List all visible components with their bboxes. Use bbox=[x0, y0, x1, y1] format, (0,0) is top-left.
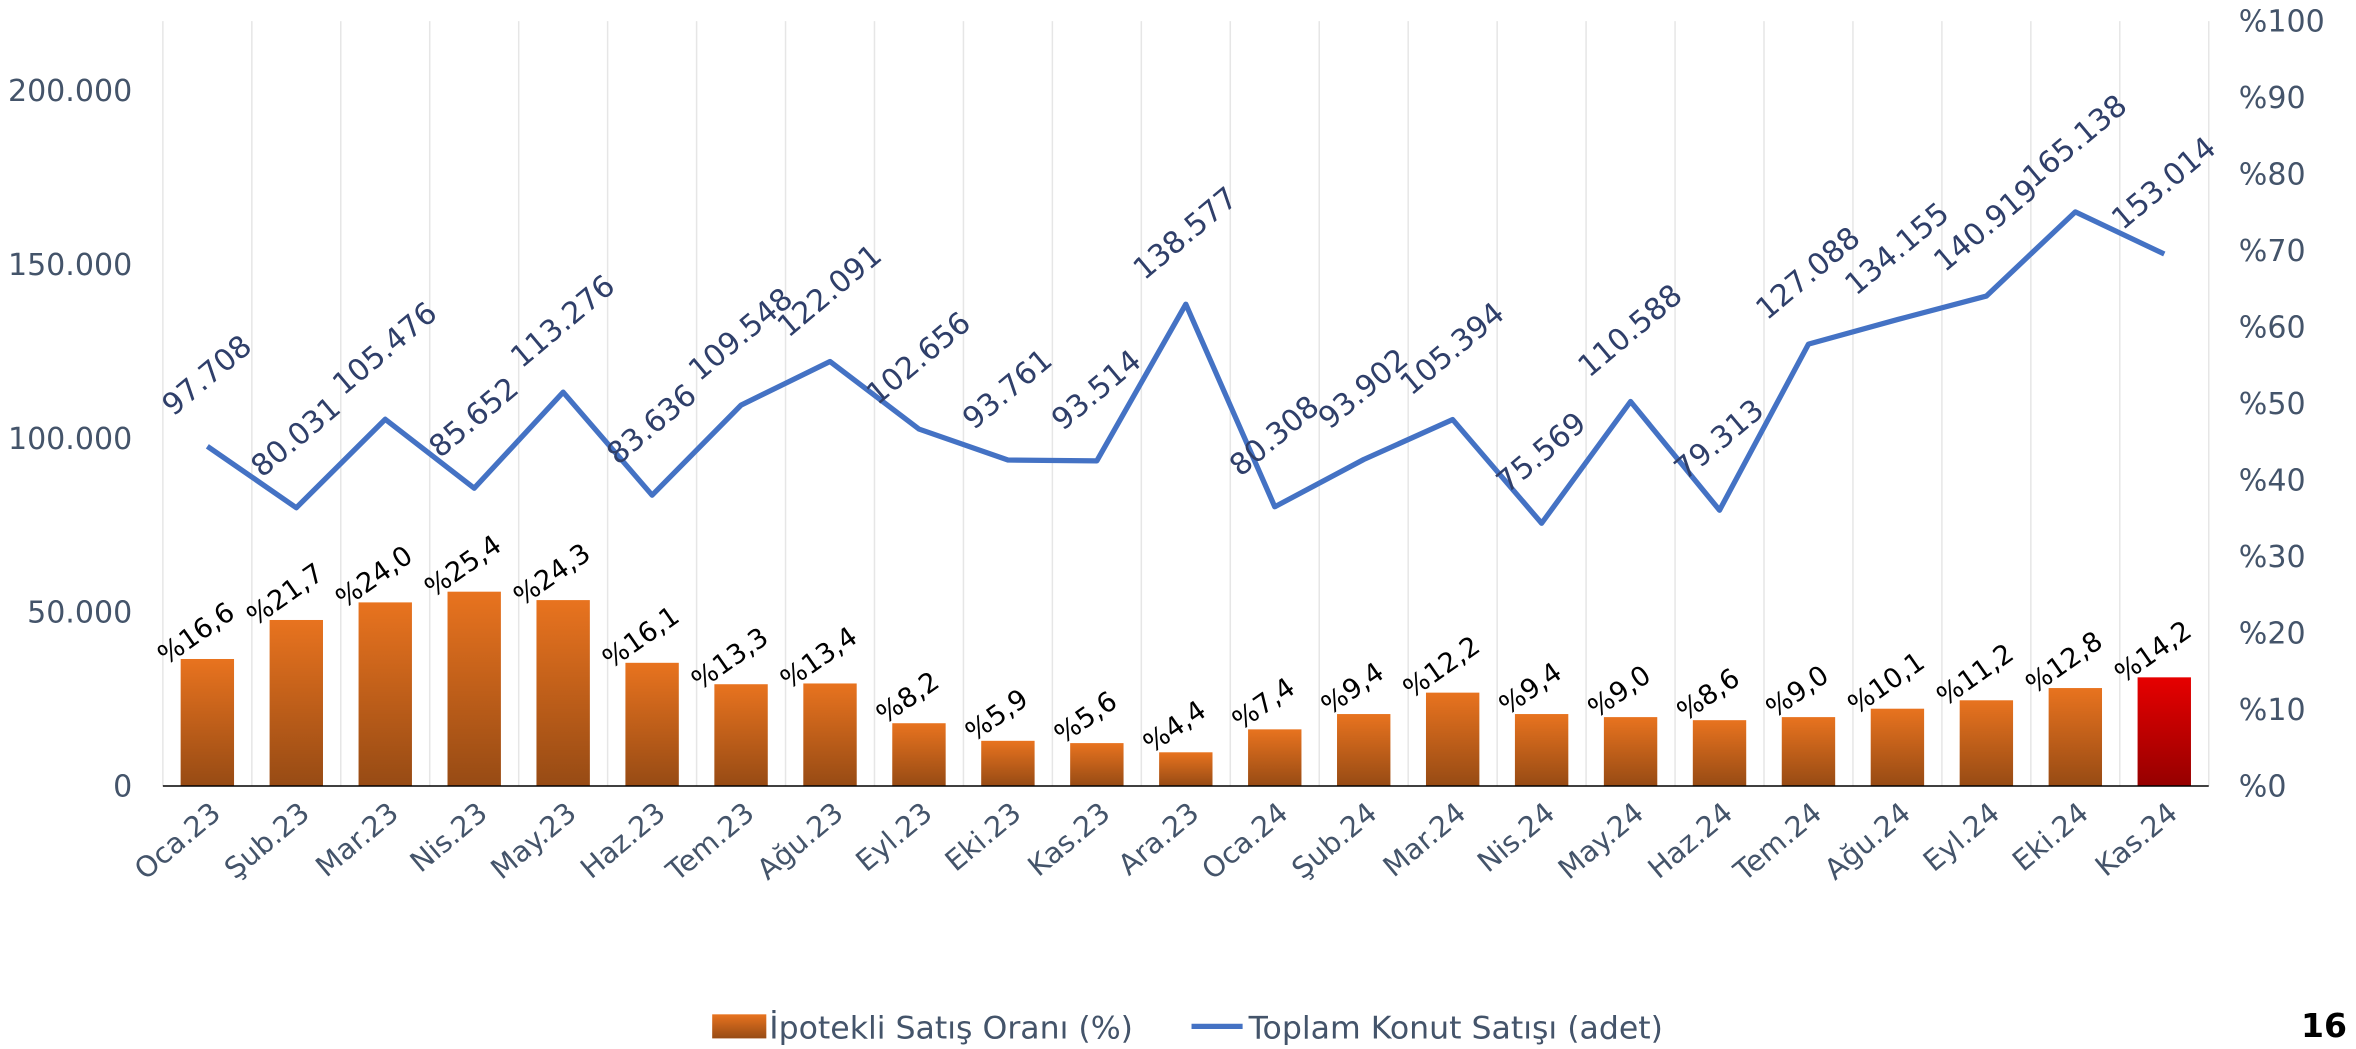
bar-value-label: %4,4 bbox=[1138, 695, 1212, 760]
bar-shade bbox=[180, 658, 235, 786]
bar-shade bbox=[358, 602, 412, 786]
x-tick-label: Oca.23 bbox=[128, 796, 227, 886]
x-tick-label: May.24 bbox=[1552, 796, 1650, 886]
x-tick-label: Haz.23 bbox=[574, 796, 671, 885]
line-value-label: 93.761 bbox=[956, 342, 1059, 436]
x-tick-label: Şub.24 bbox=[1286, 796, 1384, 885]
y2-tick-label: %0 bbox=[2239, 769, 2287, 804]
bar-value-label: %9,4 bbox=[1316, 657, 1390, 722]
bar-value-label: %8,6 bbox=[1672, 663, 1746, 728]
x-tick-label: Ara.23 bbox=[1112, 796, 1205, 882]
bar-shade bbox=[1870, 708, 1925, 786]
bar-value-label: %5,6 bbox=[1049, 686, 1123, 751]
x-tick-label: Nis.23 bbox=[404, 796, 494, 879]
bar-shade bbox=[1514, 714, 1569, 786]
bar-value-label: %9,0 bbox=[1761, 660, 1835, 725]
line-value-label: 75.569 bbox=[1490, 406, 1593, 500]
line-value-label: 109.548 bbox=[682, 281, 800, 388]
legend-label: İpotekli Satış Oranı (%) bbox=[769, 1008, 1133, 1046]
x-tick-label: Eyl.23 bbox=[850, 796, 939, 878]
x-tick-label: Eki.23 bbox=[939, 796, 1028, 878]
bar-shade bbox=[1248, 729, 1302, 786]
bar-shade bbox=[892, 723, 946, 786]
bar-shade bbox=[625, 662, 679, 786]
x-tick-label: Nis.24 bbox=[1471, 796, 1561, 879]
legend-label: Toplam Konut Satışı (adet) bbox=[1248, 1010, 1663, 1046]
bar-shade bbox=[1692, 720, 1747, 786]
line-value-label: 93.514 bbox=[1045, 343, 1148, 437]
line-value-label: 102.656 bbox=[860, 305, 978, 412]
x-tick-label: Eki.24 bbox=[2006, 796, 2095, 878]
y2-tick-label: %80 bbox=[2239, 158, 2306, 193]
line-value-label: 80.308 bbox=[1223, 389, 1326, 483]
line-value-label: 110.588 bbox=[1572, 278, 1690, 385]
page-number: 16 bbox=[2301, 1006, 2347, 1045]
line-value-label: 113.276 bbox=[504, 268, 622, 375]
y2-tick-label: %10 bbox=[2239, 693, 2306, 728]
bar-shade bbox=[269, 619, 323, 786]
x-tick-label: May.23 bbox=[485, 796, 583, 886]
line-value-label: 165.138 bbox=[2016, 88, 2134, 195]
bar-shade bbox=[1781, 717, 1836, 786]
x-tick-label: Ağu.23 bbox=[751, 796, 850, 886]
bar-shade bbox=[1603, 717, 1658, 786]
line-value-label: 105.394 bbox=[1394, 296, 1512, 403]
line-value-label: 138.577 bbox=[1127, 180, 1245, 287]
bar-shade bbox=[981, 740, 1035, 786]
x-tick-label: Haz.24 bbox=[1642, 796, 1739, 885]
x-tick-label: Mar.23 bbox=[310, 796, 405, 883]
line-value-label: 105.476 bbox=[326, 296, 444, 403]
x-tick-label: Oca.24 bbox=[1196, 796, 1295, 886]
bar-shade bbox=[2137, 677, 2191, 786]
line bbox=[205, 209, 2166, 526]
x-tick-label: Kas.24 bbox=[2089, 796, 2184, 883]
x-tick-label: Mar.24 bbox=[1377, 796, 1472, 883]
y-tick-label: 100.000 bbox=[8, 422, 132, 457]
y2-tick-label: %90 bbox=[2239, 81, 2306, 116]
bar-value-label: %5,9 bbox=[960, 683, 1034, 748]
y2-tick-label: %20 bbox=[2239, 617, 2306, 652]
y-tick-label: 150.000 bbox=[8, 248, 132, 283]
bar-shade bbox=[1159, 752, 1213, 786]
bar-shade bbox=[1959, 700, 2014, 786]
y2-tick-label: %60 bbox=[2239, 311, 2306, 346]
bar-shade bbox=[1425, 692, 1480, 786]
bar-shade bbox=[536, 600, 590, 786]
y-tick-label: 0 bbox=[113, 769, 132, 804]
x-tick-label: Tem.23 bbox=[659, 796, 760, 888]
y2-tick-label: %50 bbox=[2239, 387, 2306, 422]
bar-shade bbox=[803, 683, 857, 786]
legend-swatch-shade bbox=[712, 1014, 767, 1039]
bar-shade bbox=[1337, 714, 1391, 786]
x-tick-label: Tem.24 bbox=[1727, 796, 1828, 888]
bar-shade bbox=[714, 684, 768, 786]
line-value-label: 97.708 bbox=[156, 329, 259, 423]
bar-value-label: %7,4 bbox=[1227, 672, 1301, 737]
x-tick-label: Kas.23 bbox=[1022, 796, 1117, 883]
bar-shade bbox=[2048, 688, 2103, 786]
y-tick-label: 200.000 bbox=[8, 74, 132, 109]
y2-tick-label: %40 bbox=[2239, 464, 2306, 499]
bar-shade bbox=[1070, 743, 1124, 786]
y2-tick-label: %100 bbox=[2239, 5, 2325, 40]
bar-shade bbox=[447, 591, 501, 786]
y-tick-label: 50.000 bbox=[27, 596, 132, 631]
bar-value-label: %8,2 bbox=[871, 666, 945, 731]
bar-value-label: %9,4 bbox=[1494, 657, 1568, 722]
x-tick-label: Ağu.24 bbox=[1818, 796, 1917, 886]
y2-tick-label: %30 bbox=[2239, 540, 2306, 575]
line-value-label: 93.902 bbox=[1312, 342, 1415, 436]
line-value-label: 153.014 bbox=[2105, 130, 2223, 237]
y2-tick-label: %70 bbox=[2239, 234, 2306, 269]
x-tick-label: Eyl.24 bbox=[1917, 796, 2006, 878]
x-tick-label: Şub.23 bbox=[218, 796, 316, 885]
bar-value-label: %9,0 bbox=[1583, 660, 1657, 725]
line-value-label: 122.091 bbox=[771, 238, 889, 345]
